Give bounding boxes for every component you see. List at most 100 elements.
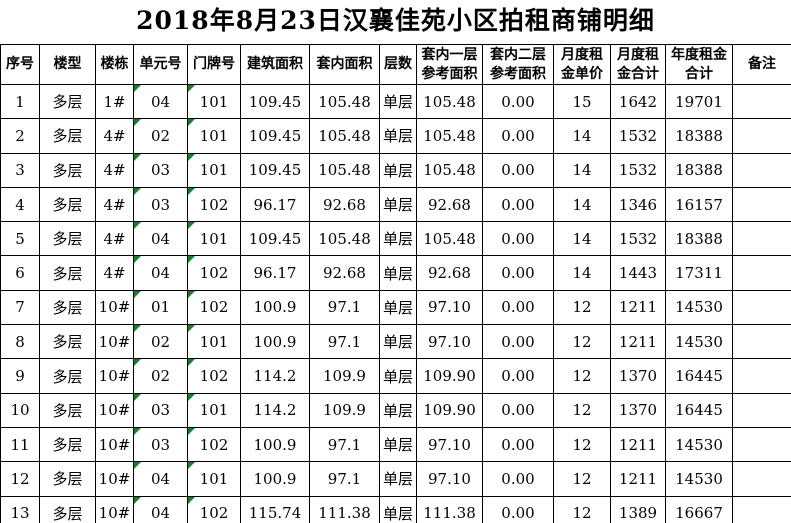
cell-inner-l2-ref-area[interactable]: 0.00 [482, 83, 554, 120]
cell-unit-no[interactable]: 04 [133, 255, 188, 291]
cell-remark[interactable] [732, 461, 791, 497]
cell-floors[interactable]: 单层 [379, 324, 417, 360]
cell-floors[interactable]: 单层 [379, 392, 417, 428]
cell-inner-l1-ref-area[interactable]: 97.10 [416, 426, 483, 463]
cell-no[interactable]: 13 [0, 495, 40, 523]
cell-monthly-rent-unit-price[interactable]: 12 [553, 461, 611, 497]
cell-floor-area[interactable]: 114.2 [240, 358, 310, 394]
cell-no[interactable]: 12 [0, 461, 40, 497]
cell-annual-rent-total[interactable]: 16157 [665, 186, 733, 223]
cell-inner-area[interactable]: 111.38 [309, 495, 380, 523]
cell-unit-no[interactable]: 02 [133, 358, 188, 394]
cell-building-type[interactable]: 多层 [39, 495, 96, 523]
cell-annual-rent-total[interactable]: 14530 [665, 289, 733, 326]
cell-no[interactable]: 5 [0, 221, 40, 257]
column-header-remark[interactable]: 备注 [732, 44, 791, 85]
cell-remark[interactable] [732, 495, 791, 523]
cell-building-type[interactable]: 多层 [39, 255, 96, 291]
cell-remark[interactable] [732, 221, 791, 257]
cell-monthly-rent-unit-price[interactable]: 12 [553, 289, 611, 326]
cell-monthly-rent-unit-price[interactable]: 12 [553, 358, 611, 394]
cell-building[interactable]: 10# [95, 289, 134, 326]
cell-building-type[interactable]: 多层 [39, 186, 96, 223]
cell-monthly-rent-total[interactable]: 1532 [610, 221, 666, 257]
cell-remark[interactable] [732, 152, 791, 188]
cell-annual-rent-total[interactable]: 16445 [665, 392, 733, 428]
cell-inner-l1-ref-area[interactable]: 92.68 [416, 255, 483, 291]
cell-no[interactable]: 3 [0, 152, 40, 188]
cell-door-no[interactable]: 101 [187, 392, 241, 428]
cell-floor-area[interactable]: 109.45 [240, 221, 310, 257]
cell-no[interactable]: 10 [0, 392, 40, 428]
cell-inner-area[interactable]: 109.9 [309, 358, 380, 394]
column-header-building-type[interactable]: 楼型 [39, 44, 96, 85]
cell-unit-no[interactable]: 04 [133, 221, 188, 257]
cell-annual-rent-total[interactable]: 17311 [665, 255, 733, 291]
cell-inner-area[interactable]: 97.1 [309, 426, 380, 463]
cell-floors[interactable]: 单层 [379, 152, 417, 188]
cell-remark[interactable] [732, 255, 791, 291]
cell-floor-area[interactable]: 100.9 [240, 324, 310, 360]
cell-inner-l1-ref-area[interactable]: 111.38 [416, 495, 483, 523]
cell-inner-l1-ref-area[interactable]: 97.10 [416, 289, 483, 326]
cell-floors[interactable]: 单层 [379, 461, 417, 497]
cell-floors[interactable]: 单层 [379, 118, 417, 154]
cell-unit-no[interactable]: 04 [133, 83, 188, 120]
cell-building[interactable]: 10# [95, 495, 134, 523]
column-header-monthly-rent-unit-price[interactable]: 月度租 金单价 [553, 44, 611, 85]
cell-building-type[interactable]: 多层 [39, 324, 96, 360]
cell-monthly-rent-total[interactable]: 1370 [610, 358, 666, 394]
cell-building-type[interactable]: 多层 [39, 83, 96, 120]
cell-unit-no[interactable]: 03 [133, 426, 188, 463]
cell-floor-area[interactable]: 96.17 [240, 186, 310, 223]
cell-floors[interactable]: 单层 [379, 255, 417, 291]
cell-building-type[interactable]: 多层 [39, 461, 96, 497]
cell-monthly-rent-unit-price[interactable]: 12 [553, 426, 611, 463]
cell-floor-area[interactable]: 114.2 [240, 392, 310, 428]
cell-door-no[interactable]: 102 [187, 255, 241, 291]
cell-inner-l1-ref-area[interactable]: 105.48 [416, 83, 483, 120]
cell-no[interactable]: 1 [0, 83, 40, 120]
column-header-annual-rent-total[interactable]: 年度租金 合计 [665, 44, 733, 85]
column-header-building[interactable]: 楼栋 [95, 44, 134, 85]
column-header-floor-area[interactable]: 建筑面积 [240, 44, 310, 85]
cell-remark[interactable] [732, 118, 791, 154]
cell-building-type[interactable]: 多层 [39, 392, 96, 428]
cell-floors[interactable]: 单层 [379, 358, 417, 394]
cell-door-no[interactable]: 101 [187, 221, 241, 257]
cell-inner-l1-ref-area[interactable]: 92.68 [416, 186, 483, 223]
cell-building[interactable]: 4# [95, 152, 134, 188]
cell-building[interactable]: 4# [95, 221, 134, 257]
cell-annual-rent-total[interactable]: 14530 [665, 461, 733, 497]
column-header-no[interactable]: 序号 [0, 44, 40, 85]
cell-inner-l1-ref-area[interactable]: 97.10 [416, 461, 483, 497]
cell-floor-area[interactable]: 100.9 [240, 461, 310, 497]
cell-door-no[interactable]: 102 [187, 358, 241, 394]
cell-monthly-rent-total[interactable]: 1532 [610, 118, 666, 154]
cell-inner-l2-ref-area[interactable]: 0.00 [482, 358, 554, 394]
cell-inner-l2-ref-area[interactable]: 0.00 [482, 221, 554, 257]
cell-unit-no[interactable]: 04 [133, 461, 188, 497]
cell-building-type[interactable]: 多层 [39, 221, 96, 257]
cell-monthly-rent-total[interactable]: 1642 [610, 83, 666, 120]
cell-annual-rent-total[interactable]: 16667 [665, 495, 733, 523]
cell-door-no[interactable]: 101 [187, 118, 241, 154]
cell-unit-no[interactable]: 02 [133, 324, 188, 360]
cell-floor-area[interactable]: 109.45 [240, 152, 310, 188]
cell-remark[interactable] [732, 289, 791, 326]
column-header-door-no[interactable]: 门牌号 [187, 44, 241, 85]
cell-monthly-rent-total[interactable]: 1346 [610, 186, 666, 223]
cell-inner-l2-ref-area[interactable]: 0.00 [482, 324, 554, 360]
cell-unit-no[interactable]: 03 [133, 186, 188, 223]
cell-floors[interactable]: 单层 [379, 426, 417, 463]
cell-door-no[interactable]: 101 [187, 461, 241, 497]
cell-remark[interactable] [732, 186, 791, 223]
cell-door-no[interactable]: 102 [187, 289, 241, 326]
cell-inner-l2-ref-area[interactable]: 0.00 [482, 461, 554, 497]
cell-inner-l1-ref-area[interactable]: 105.48 [416, 152, 483, 188]
cell-monthly-rent-unit-price[interactable]: 15 [553, 83, 611, 120]
column-header-monthly-rent-total[interactable]: 月度租 金合计 [610, 44, 666, 85]
cell-annual-rent-total[interactable]: 14530 [665, 426, 733, 463]
cell-no[interactable]: 8 [0, 324, 40, 360]
cell-building[interactable]: 10# [95, 358, 134, 394]
